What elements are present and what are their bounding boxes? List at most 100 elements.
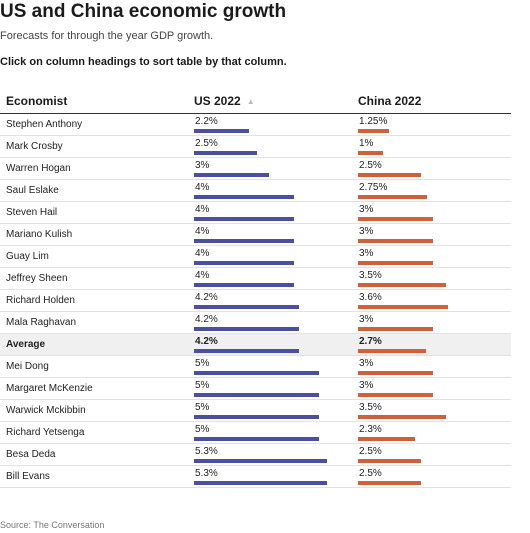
china-growth-bar (358, 283, 446, 287)
column-header-us-2022[interactable]: US 2022 ▲ (194, 94, 255, 108)
us-growth-cell: 4.2% (194, 334, 344, 356)
china-growth-cell: 2.3% (358, 422, 508, 444)
china-growth-cell: 1% (358, 136, 508, 158)
us-growth-value: 4.2% (195, 292, 218, 303)
china-growth-value: 2.3% (359, 424, 382, 435)
china-growth-value: 3.5% (359, 402, 382, 413)
economist-name: Steven Hail (6, 207, 58, 218)
us-growth-value: 3% (195, 160, 210, 171)
china-growth-cell: 1.25% (358, 114, 508, 136)
china-growth-cell: 3.5% (358, 400, 508, 422)
us-growth-cell: 4% (194, 224, 344, 246)
china-growth-cell: 3% (358, 202, 508, 224)
china-growth-cell: 3% (358, 378, 508, 400)
us-growth-value: 5% (195, 402, 210, 413)
china-growth-bar (358, 349, 426, 353)
china-growth-cell: 3% (358, 356, 508, 378)
us-growth-value: 5.3% (195, 446, 218, 457)
table-row: Steven Hail 4% 3% (0, 202, 511, 224)
us-growth-bar (194, 349, 299, 353)
us-growth-bar (194, 129, 249, 133)
us-growth-bar (194, 217, 294, 221)
table-body: Stephen Anthony 2.2% 1.25% Mark Crosby 2.5% 1… (0, 114, 511, 488)
us-growth-value: 5% (195, 424, 210, 435)
table-row: Warwick Mckibbin 5% 3.5% (0, 400, 511, 422)
china-growth-bar (358, 327, 433, 331)
us-growth-value: 4% (195, 270, 210, 281)
us-growth-bar (194, 173, 269, 177)
china-growth-bar (358, 261, 433, 265)
us-growth-bar (194, 305, 299, 309)
economist-name: Jeffrey Sheen (6, 273, 68, 284)
us-growth-cell: 5% (194, 378, 344, 400)
table-row: Richard Holden 4.2% 3.6% (0, 290, 511, 312)
china-growth-bar (358, 195, 427, 199)
china-growth-value: 3% (359, 204, 374, 215)
economist-name: Bill Evans (6, 471, 50, 482)
china-growth-bar (358, 437, 415, 441)
table-row: Stephen Anthony 2.2% 1.25% (0, 114, 511, 136)
table-header: Economist US 2022 ▲ China 2022 (0, 88, 511, 114)
china-growth-cell: 2.5% (358, 158, 508, 180)
us-growth-value: 5.3% (195, 468, 218, 479)
us-growth-value: 4% (195, 226, 210, 237)
china-growth-value: 2.5% (359, 160, 382, 171)
us-growth-value: 5% (195, 380, 210, 391)
us-growth-cell: 2.5% (194, 136, 344, 158)
economist-name: Stephen Anthony (6, 119, 83, 130)
economist-name: Saul Eslake (6, 185, 59, 196)
china-growth-bar (358, 481, 421, 485)
us-growth-cell: 5.3% (194, 466, 344, 488)
table-row: Richard Yetsenga 5% 2.3% (0, 422, 511, 444)
economist-name: Warwick Mckibbin (6, 405, 86, 416)
china-growth-cell: 2.7% (358, 334, 508, 356)
table-row: Mariano Kulish 4% 3% (0, 224, 511, 246)
china-growth-cell: 2.5% (358, 444, 508, 466)
growth-table: Economist US 2022 ▲ China 2022 Stephen An… (0, 88, 511, 488)
us-growth-cell: 4.2% (194, 312, 344, 334)
china-growth-cell: 2.75% (358, 180, 508, 202)
us-growth-cell: 4.2% (194, 290, 344, 312)
economist-name: Besa Deda (6, 449, 56, 460)
table-row: Margaret McKenzie 5% 3% (0, 378, 511, 400)
china-growth-bar (358, 129, 389, 133)
us-growth-cell: 5% (194, 400, 344, 422)
economist-name: Mariano Kulish (6, 229, 73, 240)
sort-ascending-icon: ▲ (246, 97, 255, 106)
china-growth-cell: 3% (358, 224, 508, 246)
us-growth-bar (194, 283, 294, 287)
us-growth-cell: 5.3% (194, 444, 344, 466)
average-row: Average 4.2% 2.7% (0, 334, 511, 356)
column-header-economist[interactable]: Economist (6, 94, 68, 108)
source-note: Source: The Conversation (0, 520, 105, 530)
china-growth-value: 2.75% (359, 182, 388, 193)
us-growth-bar (194, 371, 319, 375)
china-growth-value: 3% (359, 226, 374, 237)
china-growth-value: 3.6% (359, 292, 382, 303)
china-growth-bar (358, 239, 433, 243)
us-growth-bar (194, 393, 319, 397)
us-growth-bar (194, 415, 319, 419)
us-growth-value: 4% (195, 204, 210, 215)
china-growth-value: 3% (359, 380, 374, 391)
column-header-china-2022[interactable]: China 2022 (358, 94, 422, 108)
china-growth-value: 3% (359, 314, 374, 325)
china-growth-value: 3% (359, 358, 374, 369)
economist-name: Margaret McKenzie (6, 383, 93, 394)
us-growth-bar (194, 459, 327, 463)
us-growth-bar (194, 195, 294, 199)
economist-name: Average (6, 339, 46, 350)
china-growth-bar (358, 371, 433, 375)
economist-name: Guay Lim (6, 251, 49, 262)
us-growth-cell: 4% (194, 268, 344, 290)
economist-name: Richard Yetsenga (6, 427, 85, 438)
china-growth-bar (358, 415, 446, 419)
us-growth-value: 5% (195, 358, 210, 369)
us-growth-bar (194, 151, 257, 155)
china-growth-cell: 3.6% (358, 290, 508, 312)
us-growth-bar (194, 437, 319, 441)
china-growth-value: 2.5% (359, 468, 382, 479)
table-row: Saul Eslake 4% 2.75% (0, 180, 511, 202)
us-growth-value: 2.2% (195, 116, 218, 127)
us-growth-bar (194, 261, 294, 265)
